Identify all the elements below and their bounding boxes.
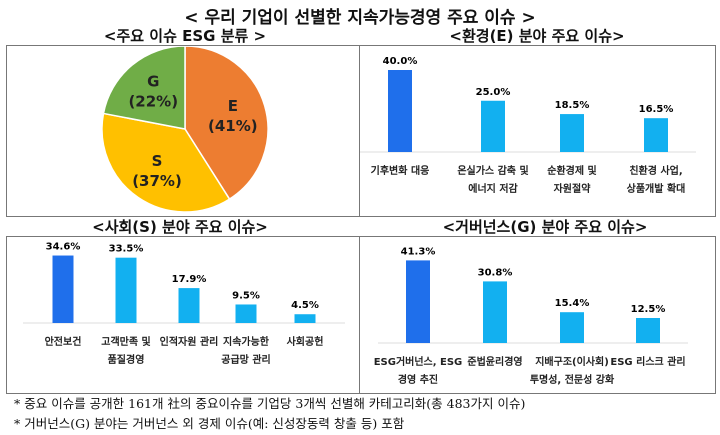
pie-slice-label: (37%) bbox=[132, 172, 182, 190]
bar bbox=[560, 114, 584, 152]
pie-slice-g bbox=[102, 46, 186, 130]
bar-value-label: 12.5% bbox=[631, 304, 666, 315]
pie-slice-label: (22%) bbox=[128, 93, 178, 111]
pie-slice-name: S bbox=[152, 152, 163, 170]
gov-chart-title: <거버넌스(G) 분야 주요 이슈> bbox=[442, 218, 648, 236]
category-label: 사회공헌 bbox=[287, 335, 324, 348]
bar-value-label: 17.9% bbox=[172, 274, 207, 285]
bar bbox=[406, 260, 430, 343]
bar bbox=[481, 100, 505, 152]
category-label: 경영 추진 bbox=[398, 373, 438, 386]
bar bbox=[294, 314, 316, 323]
category-label: 안전보건 bbox=[45, 335, 82, 348]
bar-value-label: 4.5% bbox=[291, 300, 319, 311]
category-label: 지속가능한 bbox=[223, 335, 270, 348]
bar-value-label: 34.6% bbox=[46, 242, 81, 253]
category-label: 순환경제 및 bbox=[547, 164, 596, 177]
category-label: 품질경영 bbox=[108, 353, 145, 366]
bar bbox=[644, 118, 668, 152]
bar bbox=[235, 304, 257, 323]
category-label: 상품개발 확대 bbox=[627, 182, 686, 195]
bar bbox=[388, 70, 412, 152]
category-label: 지배구조(이사회) bbox=[535, 355, 609, 368]
pie-slice-s bbox=[101, 112, 231, 213]
pie-slice-name: G bbox=[147, 73, 159, 91]
env-chart-title: <환경(E) 분야 주요 이슈> bbox=[449, 27, 625, 45]
bar bbox=[636, 318, 660, 343]
pie-slice-name: E bbox=[228, 97, 238, 115]
bar-value-label: 25.0% bbox=[476, 87, 511, 98]
bar bbox=[52, 255, 74, 323]
category-label: ESG거버넌스, ESG bbox=[374, 355, 463, 368]
bar-value-label: 33.5% bbox=[109, 244, 144, 255]
bar-value-label: 40.0% bbox=[383, 56, 418, 67]
pie-chart: E (41%) S (37%) G (22%) bbox=[101, 46, 269, 213]
bar bbox=[560, 312, 584, 343]
social-chart-title: <사회(S) 분야 주요 이슈> bbox=[92, 218, 268, 236]
category-label: ESG 리스크 관리 bbox=[610, 355, 685, 368]
footnote-2: * 거버넌스(G) 분야는 거버넌스 외 경제 이슈(예: 신성장동력 창출 등… bbox=[14, 416, 405, 431]
category-label: 자원절약 bbox=[554, 182, 592, 195]
bar-value-label: 41.3% bbox=[401, 246, 436, 257]
gov-bar-chart: 41.3% ESG거버넌스, ESG 경영 추진 30.8% 준법윤리경영 15.4% 지배… bbox=[374, 246, 688, 386]
bar-value-label: 30.8% bbox=[478, 267, 513, 278]
pie-panel: E (41%) S (37%) G (22%) bbox=[6, 45, 360, 217]
bar bbox=[483, 281, 507, 343]
pie-title: <주요 이슈 ESG 분류 > bbox=[103, 27, 267, 45]
category-label: 인적자원 관리 bbox=[160, 335, 219, 348]
bar-value-label: 18.5% bbox=[555, 100, 590, 111]
footnote-1: * 중요 이슈를 공개한 161개 社의 중요이슈를 기업당 3개씩 선별해 카… bbox=[14, 396, 526, 411]
category-label: 준법윤리경영 bbox=[467, 355, 522, 368]
pie-slice-label: (41%) bbox=[208, 117, 258, 135]
bar-value-label: 15.4% bbox=[555, 298, 590, 309]
category-label: 고객만족 및 bbox=[101, 335, 150, 348]
category-label: 공급망 관리 bbox=[221, 353, 270, 366]
bar bbox=[178, 288, 200, 323]
category-label: 온실가스 감축 및 bbox=[457, 164, 528, 177]
page-title: < 우리 기업이 선별한 지속가능경영 주요 이슈 > bbox=[184, 8, 536, 28]
category-label: 에너지 저감 bbox=[468, 182, 518, 195]
gov-panel: 41.3% ESG거버넌스, ESG 경영 추진 30.8% 준법윤리경영 15.4% 지배… bbox=[359, 236, 716, 394]
bar-value-label: 16.5% bbox=[639, 104, 674, 115]
category-label: 기후변화 대응 bbox=[371, 164, 430, 177]
category-label: 투명성, 전문성 강화 bbox=[530, 373, 615, 386]
category-label: 친환경 사업, bbox=[629, 164, 682, 177]
bar bbox=[115, 257, 137, 323]
bar-value-label: 9.5% bbox=[232, 290, 260, 301]
